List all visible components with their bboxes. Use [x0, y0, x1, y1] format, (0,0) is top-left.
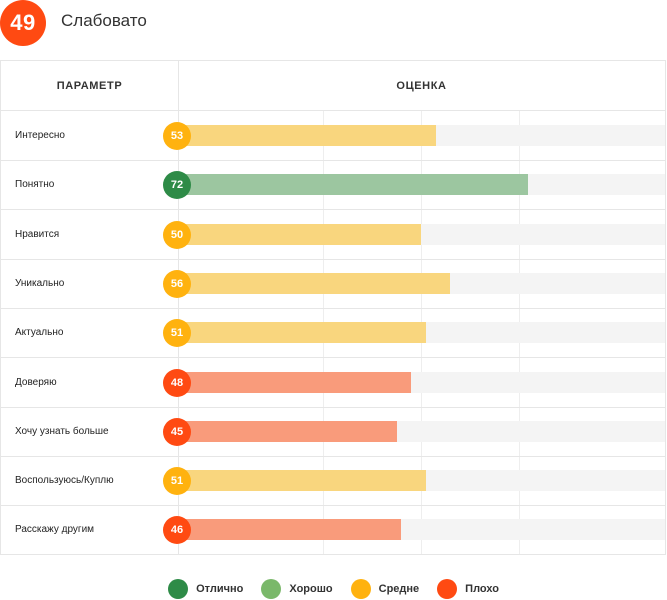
- legend-dot: [261, 579, 282, 599]
- column-header-parameter: ПАРАМЕТР: [56, 79, 123, 92]
- column-header-score: ОЦЕНКА: [396, 79, 447, 92]
- parameter-label: Воспользуюсь/Куплю: [15, 475, 114, 487]
- score-table: ПАРАМЕТР ОЦЕНКА Интересно 53 Понятно 72 Нрав…: [0, 60, 666, 555]
- score-bar: [177, 371, 412, 393]
- legend-dot: [437, 579, 458, 599]
- legend-item-good: Хорошо: [261, 579, 333, 599]
- table-row: Воспользуюсь/Куплю 51: [1, 456, 665, 507]
- table-row: Интересно 53: [1, 111, 665, 161]
- score-bar: [177, 272, 451, 294]
- table-row: Актуально 51: [1, 308, 665, 359]
- score-value-badge: 48: [163, 368, 191, 397]
- table-row: Доверяю 48: [1, 358, 665, 408]
- score-value-badge: 53: [163, 122, 191, 150]
- score-bar: [177, 125, 436, 146]
- overall-score-badge: 49: [0, 0, 46, 46]
- score-value-badge: 51: [163, 319, 191, 348]
- parameter-label: Актуально: [15, 327, 64, 339]
- parameter-label: Доверяю: [15, 376, 57, 388]
- legend-item-excellent: Отлично: [168, 579, 243, 599]
- score-value-badge: 50: [163, 220, 191, 249]
- score-bar: [177, 223, 421, 245]
- score-bar: [177, 519, 402, 541]
- table-row: Нравится 50: [1, 210, 665, 260]
- score-bar: [177, 174, 529, 196]
- table-row: Понятно 72: [1, 160, 665, 211]
- legend-dot: [168, 579, 189, 599]
- score-bar: [177, 470, 426, 492]
- legend: Отлично Хорошо Средне Плохо: [0, 578, 667, 600]
- legend-item-poor: Плохо: [437, 579, 499, 599]
- parameter-label: Понятно: [15, 179, 55, 191]
- parameter-label: Интересно: [15, 130, 65, 141]
- score-value-badge: 56: [163, 269, 191, 298]
- score-bar: [177, 420, 397, 442]
- table-row: Расскажу другим 46: [1, 505, 665, 555]
- parameter-label: Уникально: [15, 277, 65, 289]
- legend-item-average: Средне: [350, 579, 420, 599]
- overall-score-label: Слабовато: [61, 11, 147, 30]
- legend-label: Плохо: [465, 583, 499, 595]
- legend-dot: [350, 579, 371, 599]
- column-divider: [178, 61, 179, 554]
- score-bar: [177, 322, 426, 344]
- legend-label: Отлично: [196, 583, 244, 595]
- score-header: 49 Слабовато: [0, 0, 667, 46]
- score-value-badge: 46: [163, 516, 191, 545]
- parameter-label: Нравится: [15, 228, 60, 240]
- score-value-badge: 51: [163, 467, 191, 496]
- score-value-badge: 72: [163, 171, 191, 200]
- score-value-badge: 45: [163, 417, 191, 446]
- legend-label: Средне: [378, 583, 420, 595]
- parameter-label: Хочу узнать больше: [15, 425, 109, 437]
- table-row: Уникально 56: [1, 259, 665, 309]
- table-row: Хочу узнать больше 45: [1, 407, 665, 457]
- table-header: ПАРАМЕТР ОЦЕНКА: [1, 61, 665, 111]
- legend-label: Хорошо: [289, 583, 333, 595]
- parameter-label: Расскажу другим: [15, 524, 95, 536]
